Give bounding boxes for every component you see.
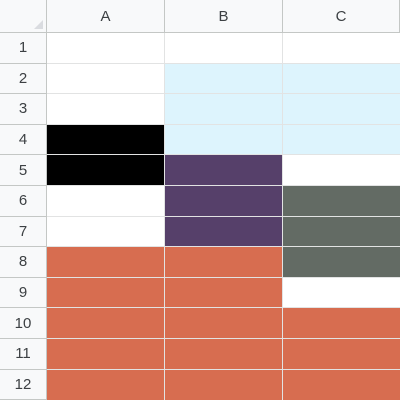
cell-a5[interactable]: [47, 155, 165, 186]
cell-c3[interactable]: [283, 94, 400, 125]
cell-b8[interactable]: [165, 247, 283, 278]
grid-line-horizontal: [47, 215, 400, 217]
cell-c12[interactable]: [283, 369, 400, 400]
cell-c2[interactable]: [283, 63, 400, 95]
row-header-7[interactable]: 7: [0, 216, 47, 248]
grid-line-horizontal: [47, 123, 400, 125]
cell-c10[interactable]: [283, 308, 400, 339]
cell-a11[interactable]: [47, 339, 165, 370]
cell-c7[interactable]: [283, 216, 400, 248]
grid-line-horizontal: [47, 185, 400, 186]
cell-a2[interactable]: [47, 63, 165, 95]
cell-c5[interactable]: [283, 155, 400, 186]
cell-b12[interactable]: [165, 369, 283, 400]
cell-c6[interactable]: [283, 186, 400, 217]
grid-line-horizontal: [47, 62, 400, 64]
select-all-corner[interactable]: [0, 0, 47, 33]
cell-c4[interactable]: [283, 124, 400, 156]
row-header-1[interactable]: 1: [0, 33, 47, 64]
grid-line-horizontal: [47, 154, 400, 156]
grid-line-horizontal: [47, 307, 400, 309]
cell-c9[interactable]: [283, 277, 400, 309]
cell-b2[interactable]: [165, 63, 283, 95]
cell-a3[interactable]: [47, 94, 165, 125]
grid-line-horizontal: [47, 368, 400, 370]
cell-b6[interactable]: [165, 186, 283, 217]
cell-b10[interactable]: [165, 308, 283, 339]
cell-b5[interactable]: [165, 155, 283, 186]
row-header-3[interactable]: 3: [0, 94, 47, 125]
cell-a6[interactable]: [47, 186, 165, 217]
row-header-9[interactable]: 9: [0, 277, 47, 309]
grid-line-horizontal: [47, 276, 400, 278]
select-all-icon: [34, 20, 43, 29]
row-header-2[interactable]: 2: [0, 63, 47, 95]
column-header-a[interactable]: A: [47, 0, 165, 33]
cell-b3[interactable]: [165, 94, 283, 125]
cell-b9[interactable]: [165, 277, 283, 309]
row-header-11[interactable]: 11: [0, 339, 47, 370]
column-header-b[interactable]: B: [165, 0, 283, 33]
cell-a8[interactable]: [47, 247, 165, 278]
cell-b11[interactable]: [165, 339, 283, 370]
cell-a12[interactable]: [47, 369, 165, 400]
cell-c1[interactable]: [283, 33, 400, 64]
cell-b1[interactable]: [165, 33, 283, 64]
row-header-12[interactable]: 12: [0, 369, 47, 400]
cell-a7[interactable]: [47, 216, 165, 248]
row-header-6[interactable]: 6: [0, 186, 47, 217]
cell-a9[interactable]: [47, 277, 165, 309]
cell-c8[interactable]: [283, 247, 400, 278]
column-header-c[interactable]: C: [283, 0, 400, 33]
grid-line-horizontal: [47, 246, 400, 248]
row-header-4[interactable]: 4: [0, 124, 47, 156]
grid-line-horizontal: [47, 93, 400, 95]
cell-c11[interactable]: [283, 339, 400, 370]
cell-a4[interactable]: [47, 124, 165, 156]
row-header-5[interactable]: 5: [0, 155, 47, 186]
row-header-10[interactable]: 10: [0, 308, 47, 339]
cell-b4[interactable]: [165, 124, 283, 156]
grid-line-horizontal: [47, 338, 400, 339]
cell-b7[interactable]: [165, 216, 283, 248]
cell-a10[interactable]: [47, 308, 165, 339]
cell-a1[interactable]: [47, 33, 165, 64]
row-header-8[interactable]: 8: [0, 247, 47, 278]
